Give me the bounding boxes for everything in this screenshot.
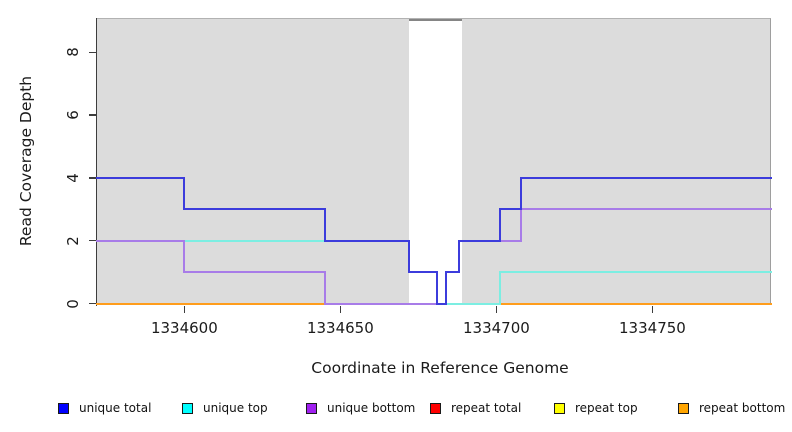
x-tick	[495, 305, 498, 313]
series-line-unique-top	[436, 302, 501, 305]
series-line-unique-total	[436, 302, 448, 305]
legend-label: unique bottom	[327, 401, 416, 415]
series-line-unique-bottom-step	[520, 208, 523, 242]
series-line-unique-total-step	[457, 239, 460, 274]
series-line-unique-bottom-step	[183, 239, 186, 274]
series-line-unique-total	[498, 208, 523, 211]
legend-item-repeat-bottom: repeat bottom	[678, 401, 785, 415]
y-tick-label: 2	[64, 235, 82, 246]
series-line-unique-bottom	[96, 239, 186, 242]
y-tick	[88, 302, 97, 305]
y-tick-label: 4	[64, 173, 82, 183]
y-tick	[88, 177, 97, 179]
x-axis-title: Coordinate in Reference Genome	[311, 359, 569, 377]
series-line-unique-total	[408, 271, 439, 274]
legend-swatch-icon	[306, 402, 317, 414]
series-line-unique-total	[183, 208, 326, 211]
masked-region	[409, 19, 463, 306]
legend-swatch-icon	[554, 402, 565, 414]
series-line-unique-total-step	[498, 208, 501, 242]
series-line-unique-total	[323, 239, 411, 242]
y-tick-label: 0	[64, 298, 82, 309]
y-axis-line	[95, 18, 97, 306]
legend-item-unique-total: unique total	[58, 401, 151, 415]
x-tick	[183, 305, 186, 313]
legend-swatch-icon	[430, 402, 441, 414]
legend-label: repeat total	[451, 401, 522, 415]
series-line-unique-bottom-step	[323, 271, 326, 305]
series-line-unique-top	[96, 239, 411, 242]
legend-label: repeat bottom	[699, 401, 786, 415]
y-tick-label: 6	[64, 110, 82, 120]
legend-label: unique top	[203, 401, 268, 415]
x-tick-label: 1334700	[463, 319, 530, 337]
series-line-unique-total	[520, 176, 772, 179]
series-line-unique-top	[498, 271, 772, 274]
legend-item-repeat-total: repeat total	[430, 401, 521, 415]
legend-label: repeat top	[575, 401, 638, 415]
y-tick	[88, 239, 97, 242]
legend-item-repeat-top: repeat top	[554, 401, 638, 415]
y-tick-label: 8	[64, 47, 82, 58]
legend-item-unique-top: unique top	[182, 401, 268, 415]
series-line-unique-bottom	[183, 271, 326, 274]
series-line-unique-total-step	[183, 176, 186, 211]
y-tick	[88, 114, 97, 116]
series-line-unique-top-step	[498, 271, 501, 305]
legend-label: unique total	[79, 401, 152, 415]
legend-swatch-icon	[182, 402, 193, 414]
y-tick	[88, 51, 97, 54]
x-tick	[651, 305, 654, 313]
x-tick-label: 1334650	[306, 319, 374, 337]
series-line-unique-total-step	[445, 271, 448, 305]
legend-swatch-icon	[58, 402, 69, 414]
legend-swatch-icon	[678, 402, 689, 414]
series-line-unique-total	[445, 271, 460, 274]
x-tick	[339, 305, 342, 313]
series-line-unique-total-step	[408, 239, 411, 274]
x-tick-label: 1334600	[150, 319, 218, 337]
legend-item-unique-bottom: unique bottom	[306, 401, 415, 415]
series-line-unique-bottom	[323, 302, 448, 305]
series-line-unique-total-step	[520, 176, 523, 211]
series-line-unique-bottom	[520, 208, 772, 211]
y-axis-title: Read Coverage Depth	[17, 75, 35, 247]
series-line-unique-total	[457, 239, 501, 242]
series-line-unique-total	[96, 176, 186, 179]
series-line-unique-total-step	[436, 271, 439, 305]
x-tick-label: 1334750	[619, 319, 686, 337]
series-line-unique-total-step	[323, 208, 326, 242]
masked-region-top-line	[409, 19, 463, 21]
